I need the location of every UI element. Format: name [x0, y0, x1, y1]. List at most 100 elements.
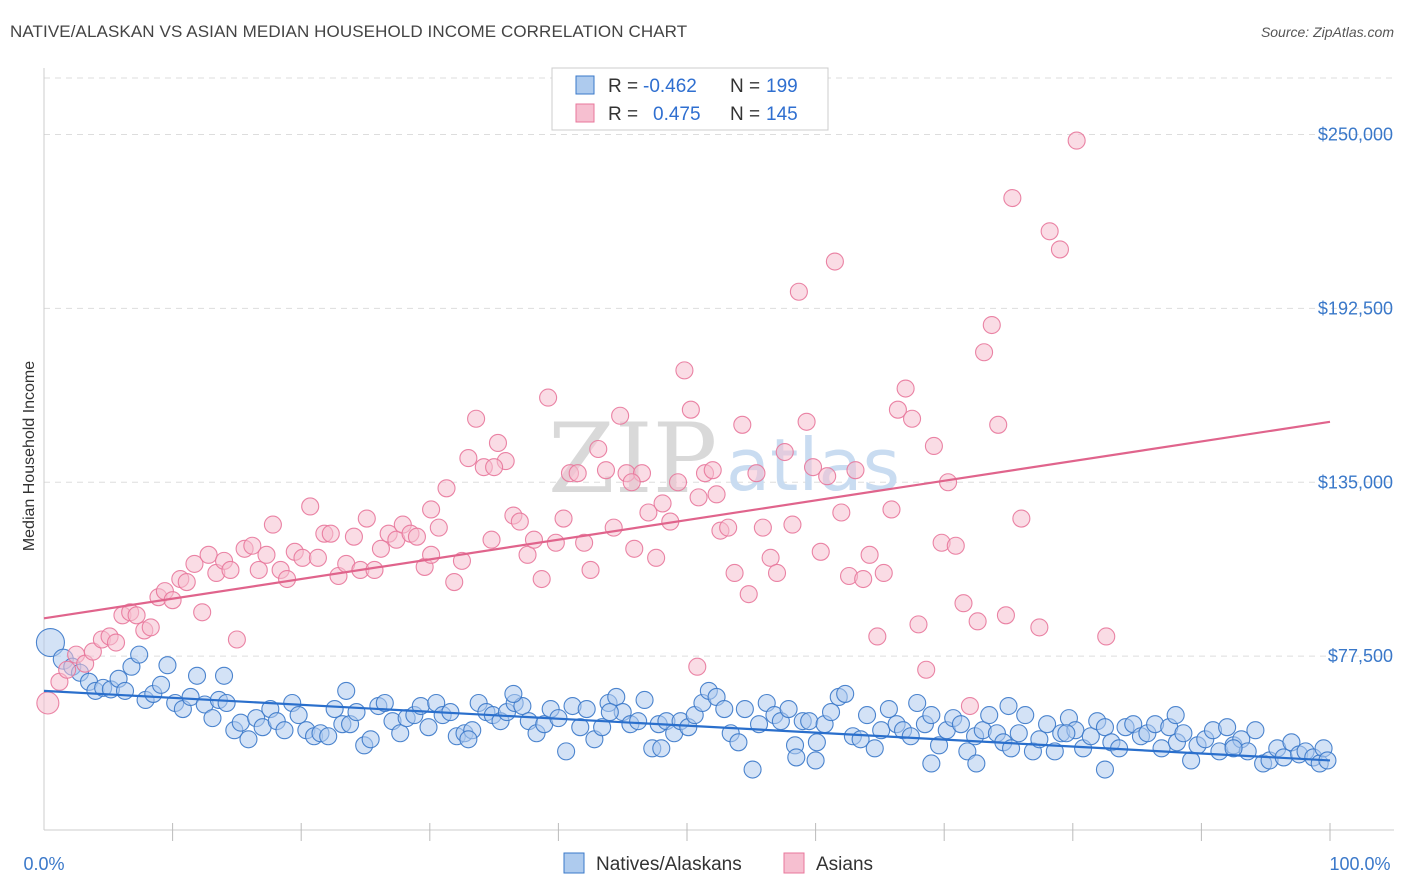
source-label: Source: ZipAtlas.com: [1260, 24, 1394, 40]
asian-point: [199, 545, 218, 564]
asian-point: [524, 530, 544, 549]
asian-point: [407, 527, 426, 546]
legend-swatch-pink: [575, 103, 595, 123]
asian-point: [707, 485, 726, 504]
asian-point: [803, 458, 823, 477]
x-axis-ticks: [172, 823, 1331, 841]
asian-point: [860, 545, 879, 564]
asian-point: [482, 530, 501, 549]
asian-point: [888, 400, 907, 419]
native-point: [635, 690, 654, 710]
native-point: [821, 703, 841, 722]
asian-point: [688, 657, 707, 676]
y-tick-label: $77,500: [1328, 646, 1393, 666]
asian-point: [647, 548, 666, 567]
asian-point: [625, 539, 644, 558]
asian-point: [917, 660, 936, 679]
x-tick-label-min: 0.0%: [23, 854, 64, 874]
native-point: [629, 712, 648, 731]
asian-point: [733, 415, 752, 434]
native-point: [557, 742, 576, 761]
bottom-legend-swatch-pink: [783, 852, 805, 874]
asian-point: [127, 606, 146, 625]
asian-point: [604, 518, 623, 537]
native-point: [130, 645, 149, 664]
native-point: [275, 721, 294, 740]
native-point: [922, 706, 941, 725]
asian-point: [321, 524, 340, 543]
asian-point: [1003, 188, 1022, 208]
asian-point: [365, 560, 384, 580]
series-natives-alaskans: [35, 627, 1337, 779]
legend-n-label-2: N =: [730, 104, 760, 125]
asian-point: [639, 503, 658, 522]
asian-point: [344, 527, 363, 546]
native-point: [715, 699, 734, 719]
asian-point: [653, 494, 672, 513]
gridlines: [44, 77, 1394, 657]
asian-point: [739, 585, 758, 604]
y-tick-label: $135,000: [1318, 472, 1393, 492]
series-asians: [36, 131, 1116, 716]
asian-point: [775, 442, 794, 462]
native-point: [361, 730, 380, 749]
trendlines: [43, 420, 1331, 762]
asian-point: [106, 633, 126, 652]
asian-point: [429, 518, 448, 537]
y-tick-label: $192,500: [1318, 298, 1393, 318]
asian-point: [767, 563, 787, 583]
native-point: [1095, 718, 1114, 737]
bottom-legend-asians: Asians: [816, 854, 873, 875]
native-point: [391, 724, 410, 743]
legend-n-value-1: 199: [766, 76, 798, 97]
y-axis-label: Median Household Income: [21, 361, 38, 551]
asian-point: [371, 539, 390, 558]
asian-point: [818, 467, 837, 486]
native-point: [980, 706, 999, 725]
native-point: [922, 754, 941, 773]
native-point: [1095, 760, 1114, 779]
legend-r-label-2: R =: [608, 104, 638, 125]
asian-point: [954, 594, 973, 613]
asian-point: [596, 461, 616, 480]
native-point: [930, 736, 949, 755]
asian-point: [689, 488, 708, 507]
asian-point: [554, 509, 573, 528]
native-point: [652, 739, 671, 758]
x-tick-label-max: 100.0%: [1329, 854, 1390, 874]
native-point: [800, 712, 819, 731]
legend-n-value-2: 145: [766, 104, 798, 125]
asian-point: [761, 548, 780, 567]
asian-point: [589, 439, 608, 459]
asian-point: [581, 560, 600, 580]
asian-point: [141, 618, 160, 637]
native-point: [908, 693, 927, 713]
asian-point: [854, 569, 873, 589]
asian-point: [882, 500, 901, 519]
native-point: [901, 727, 920, 746]
native-point: [187, 666, 207, 685]
native-point: [1152, 739, 1171, 758]
native-point: [231, 713, 250, 732]
asian-point: [249, 560, 268, 580]
asian-point: [725, 563, 744, 583]
native-point: [513, 696, 532, 716]
asian-point: [960, 696, 979, 716]
native-point: [1174, 724, 1193, 743]
native-point: [319, 727, 338, 746]
asian-point: [703, 461, 722, 480]
asian-point: [975, 343, 994, 362]
asian-point: [263, 515, 282, 534]
native-point: [951, 715, 970, 734]
legend-box: R = -0.462 N = 199 R = 0.475 N = 145: [551, 67, 829, 131]
bottom-legend-natives: Natives/Alaskans: [596, 854, 742, 875]
native-point: [35, 627, 65, 658]
watermark-zip: ZIP: [548, 403, 717, 515]
bottom-legend-swatch-blue: [563, 852, 585, 874]
native-point: [571, 718, 590, 737]
legend-r-label-1: R =: [608, 76, 638, 97]
native-point: [151, 675, 171, 694]
asian-point: [783, 515, 802, 534]
asian-point: [539, 388, 558, 407]
asian-point: [532, 569, 551, 589]
